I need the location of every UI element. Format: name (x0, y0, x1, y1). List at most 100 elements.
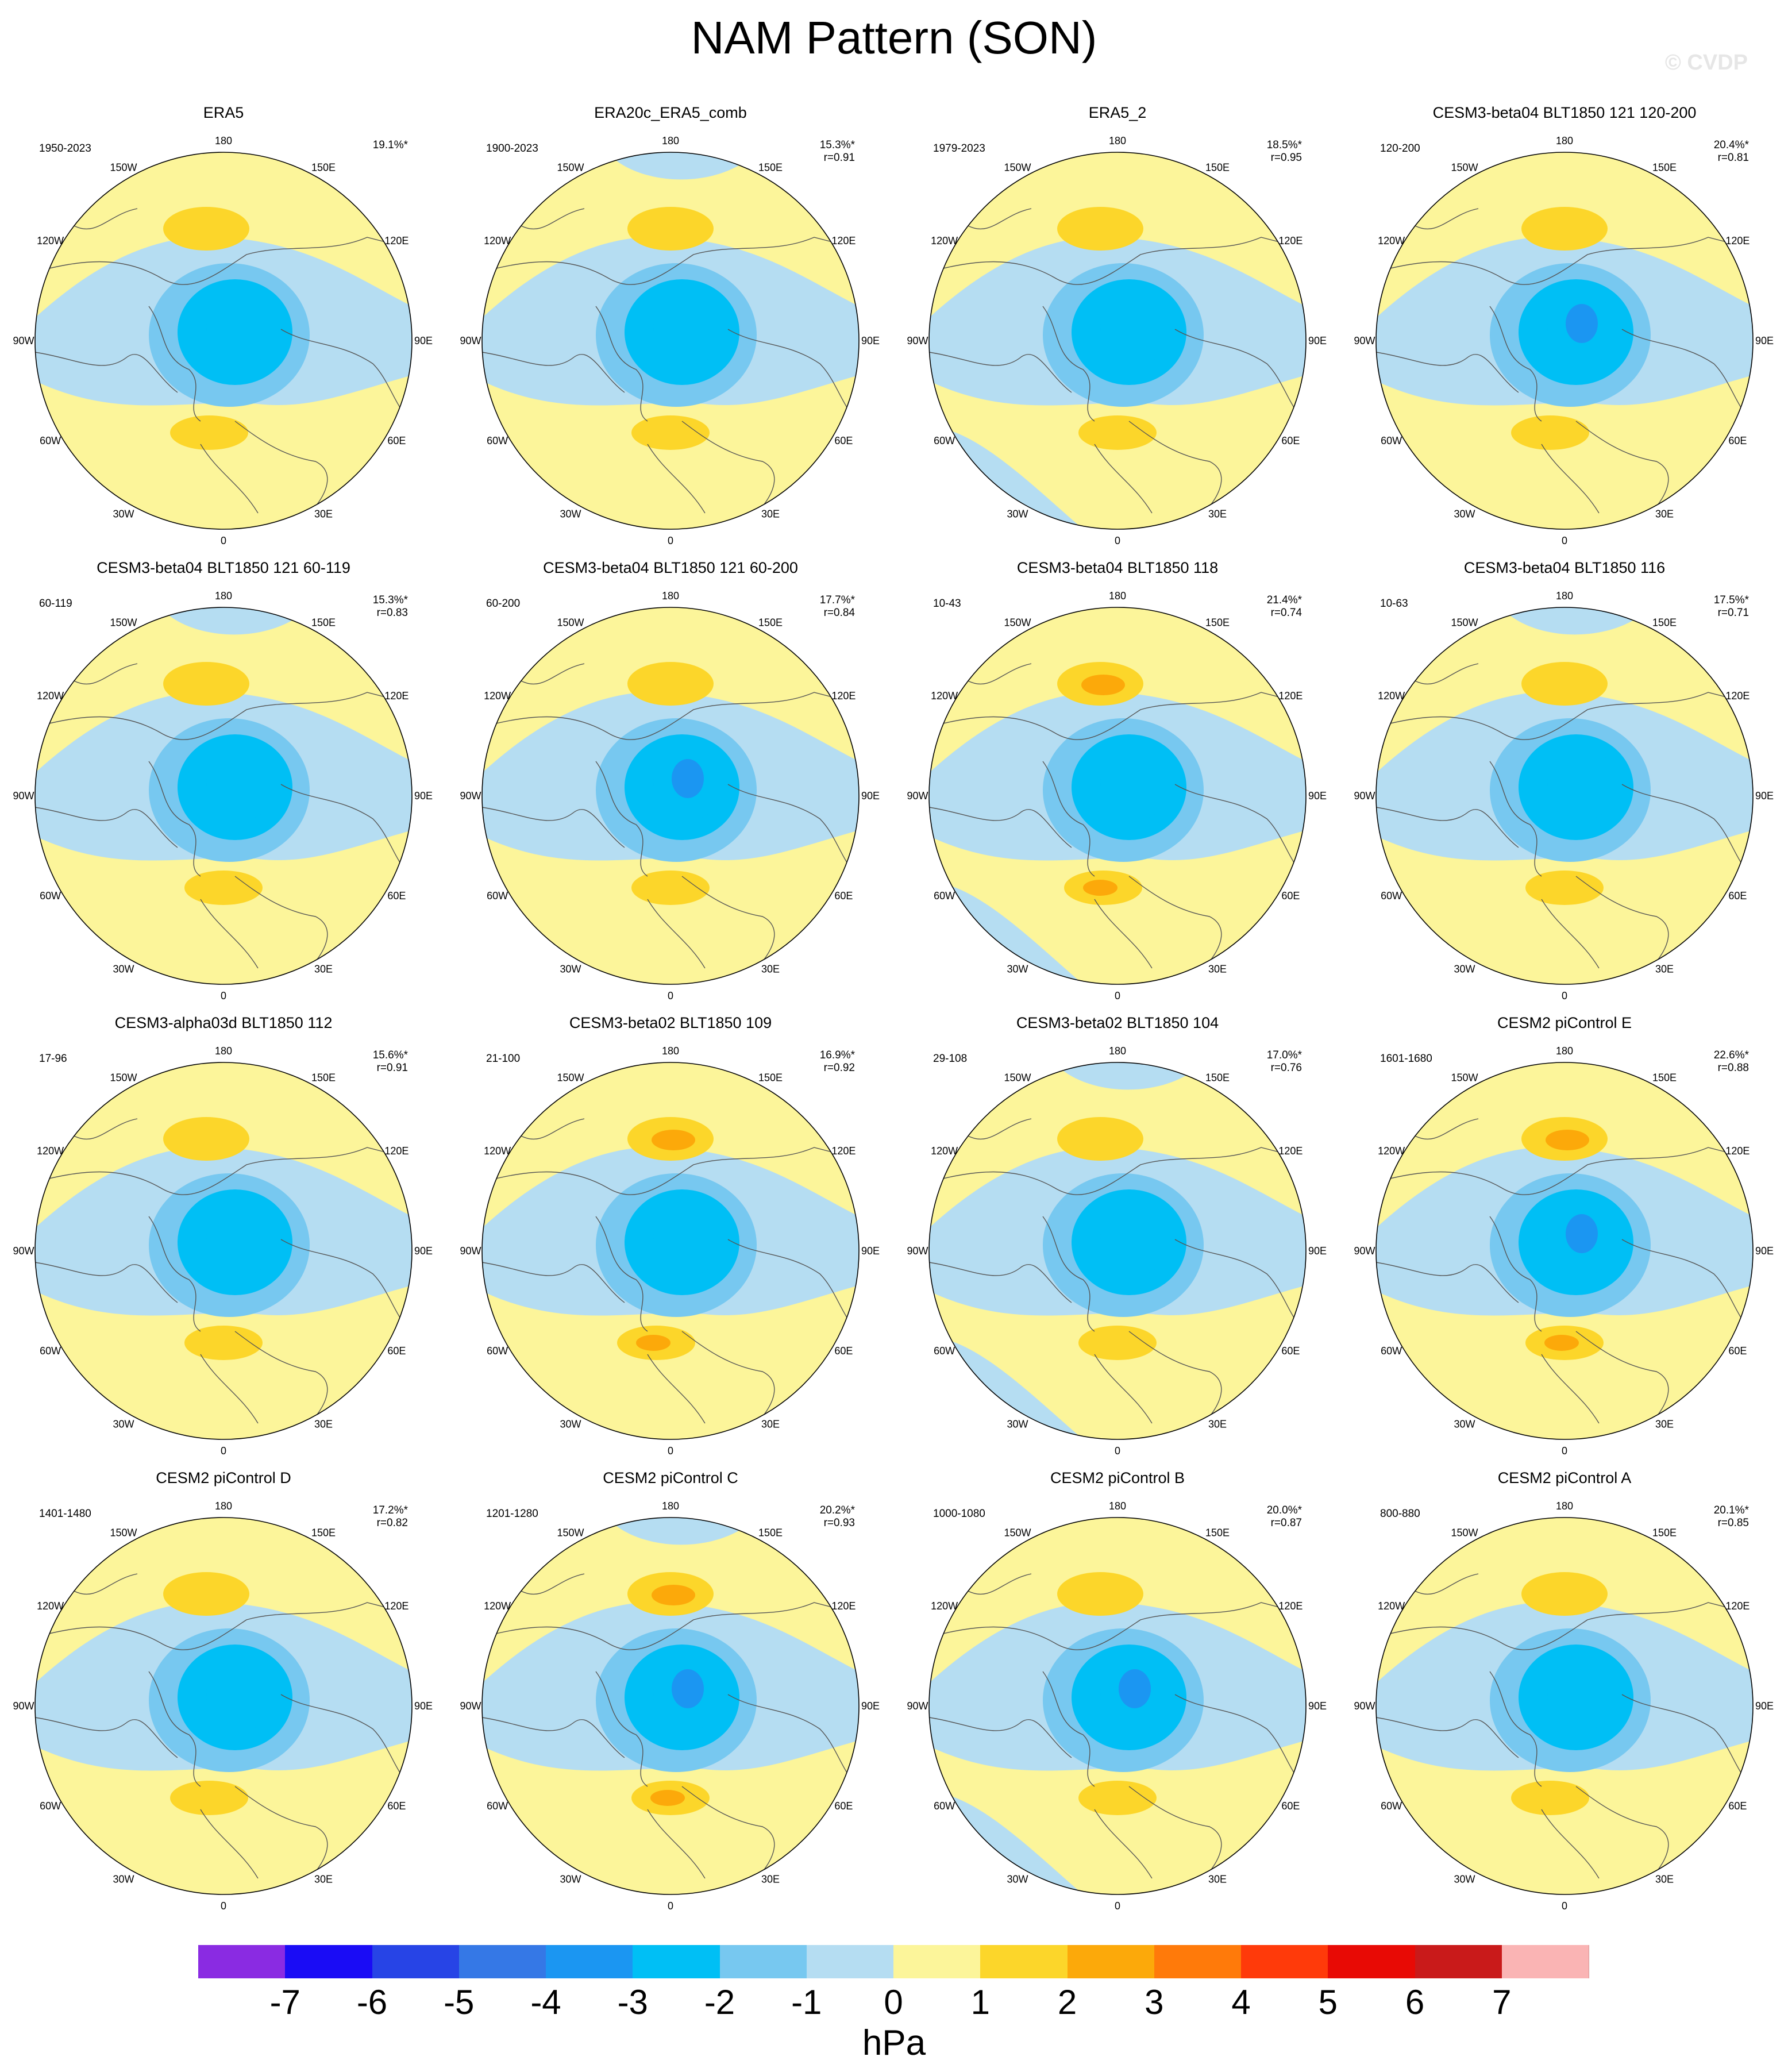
longitude-label: 0 (1562, 990, 1567, 1002)
map-border (34, 1517, 413, 1895)
longitude-label: 150W (1451, 617, 1478, 629)
longitude-label: 60W (487, 890, 508, 902)
positive-anomaly-atlantic (631, 871, 710, 905)
panel-period: 1950-2023 (39, 143, 91, 155)
negative-anomaly-level-3 (1547, 1658, 1616, 1731)
map-panel: CESM2 piControl E 1601-1680 22.6%* r=0.88 18… (1341, 1014, 1788, 1469)
coastlines (1376, 663, 1753, 984)
panel-title: CESM2 piControl A (1497, 1469, 1632, 1486)
colorbar-segment (806, 1945, 894, 1978)
longitude-label: 90E (1755, 790, 1774, 802)
panel-stats: 20.1%* r=0.85 (1714, 1504, 1749, 1530)
longitude-label: 150E (1652, 617, 1677, 629)
panel-title: CESM3-beta04 BLT1850 116 (1463, 559, 1666, 576)
longitude-label: 90E (1755, 1245, 1774, 1257)
longitude-label: 180 (1556, 590, 1573, 602)
longitude-label: 120W (1378, 235, 1405, 247)
longitude-label: 150W (110, 162, 137, 174)
positive-anomaly-atlantic (184, 871, 263, 905)
colorbar-tick-label: 6 (1405, 1983, 1425, 2021)
colorbar-segment (198, 1945, 286, 1978)
longitude-label: 150E (1652, 1072, 1677, 1084)
map-border (928, 152, 1307, 530)
longitude-label: 90E (1308, 1700, 1327, 1712)
longitude-label: 150W (557, 162, 584, 174)
longitude-label: 180 (1109, 135, 1126, 147)
map-panel: CESM3-beta02 BLT1850 104 29-108 17.0%* r=0.… (894, 1014, 1341, 1469)
longitude-label: 90W (460, 1700, 481, 1712)
longitude-label: 120E (384, 690, 409, 702)
longitude-label: 60E (834, 435, 853, 446)
explained-variance: 20.0%* (1266, 1504, 1302, 1516)
colorbar-segment (458, 1945, 546, 1978)
positive-anomaly-atlantic (1511, 1781, 1589, 1815)
explained-variance: 20.1%* (1713, 1504, 1749, 1516)
longitude-label: 120E (1725, 235, 1750, 247)
longitude-label: 150W (1451, 1527, 1478, 1539)
panel-period: 1000-1080 (933, 1508, 985, 1520)
polar-map: 180 150E 120E 90E 60E 30E 0 30W 60W 90W 120W 150W (907, 590, 1327, 1002)
longitude-label: 150W (110, 1072, 137, 1084)
longitude-label: 150E (758, 162, 783, 174)
colorbar-tick-label: -1 (791, 1983, 822, 2021)
longitude-label: 90E (1755, 335, 1774, 346)
positive-anomaly-pacific-core (1546, 1130, 1589, 1150)
pattern-correlation: r=0.91 (376, 1062, 408, 1074)
panel-title: CESM2 piControl C (603, 1469, 738, 1486)
colorbar-segment (546, 1945, 634, 1978)
pattern-correlation: r=0.82 (376, 1517, 408, 1529)
longitude-label: 150E (311, 617, 336, 629)
pattern-correlation: r=0.71 (1717, 607, 1749, 619)
longitude-label: 90E (1308, 335, 1327, 346)
longitude-label: 60W (1381, 435, 1402, 446)
watermark: © CVDP (1664, 51, 1748, 75)
map-border (34, 607, 413, 985)
colorbar-segment (1067, 1945, 1155, 1978)
longitude-label: 120W (931, 1600, 958, 1612)
longitude-label: 180 (1556, 135, 1573, 147)
explained-variance: 21.4%* (1266, 594, 1302, 606)
negative-anomaly-level-3 (653, 292, 722, 366)
panel-title: ERA5_2 (1088, 104, 1147, 121)
colorbar-tick-label: 0 (884, 1983, 903, 2021)
longitude-label: 0 (668, 1900, 673, 1912)
map-panel: CESM2 piControl B 1000-1080 20.0%* r=0.87 18… (894, 1469, 1341, 1924)
panel-title: CESM3-beta04 BLT1850 121 120-200 (1432, 104, 1697, 121)
map-panel: CESM2 piControl D 1401-1480 17.2%* r=0.82 18… (0, 1469, 447, 1924)
negative-anomaly-level-3 (206, 748, 275, 821)
map-border (481, 1062, 860, 1440)
positive-anomaly-atlantic (631, 415, 710, 450)
longitude-label: 90W (460, 335, 481, 346)
positive-anomaly-atlantic (170, 415, 248, 450)
panel-title: CESM3-beta02 BLT1850 104 (1016, 1014, 1219, 1031)
longitude-label: 60E (834, 1800, 853, 1812)
explained-variance: 17.5%* (1713, 594, 1749, 606)
polar-map: 180 150E 120E 90E 60E 30E 0 30W 60W 90W 120W 150W (1354, 135, 1774, 546)
colorbar-tick-label: 7 (1492, 1983, 1512, 2021)
longitude-label: 60W (487, 435, 508, 446)
longitude-label: 30E (761, 1418, 780, 1430)
explained-variance: 18.5%* (1266, 139, 1302, 151)
longitude-label: 0 (1115, 1900, 1120, 1912)
longitude-label: 150W (110, 617, 137, 629)
pattern-correlation: r=0.93 (823, 1517, 855, 1529)
longitude-label: 90E (861, 1245, 880, 1257)
colorbar-tick-label: 2 (1057, 1983, 1077, 2021)
longitude-label: 180 (215, 1500, 232, 1512)
longitude-label: 0 (1115, 1445, 1120, 1457)
panel-period: 29-108 (933, 1053, 968, 1065)
longitude-label: 0 (221, 1445, 226, 1457)
longitude-label: 150W (557, 617, 584, 629)
positive-anomaly-pacific-core (652, 1585, 695, 1605)
polar-map: 180 150E 120E 90E 60E 30E 0 30W 60W 90W 120W 150W (1354, 1045, 1774, 1457)
explained-variance: 17.0%* (1266, 1049, 1302, 1061)
longitude-label: 30W (1007, 1418, 1028, 1430)
positive-anomaly-pacific (1057, 1572, 1143, 1616)
longitude-label: 120E (384, 1600, 409, 1612)
longitude-label: 180 (662, 1500, 679, 1512)
colorbar-segment (893, 1945, 981, 1978)
longitude-label: 90W (907, 790, 928, 802)
negative-anomaly-level-4 (672, 1669, 704, 1708)
longitude-label: 60W (40, 1345, 61, 1357)
